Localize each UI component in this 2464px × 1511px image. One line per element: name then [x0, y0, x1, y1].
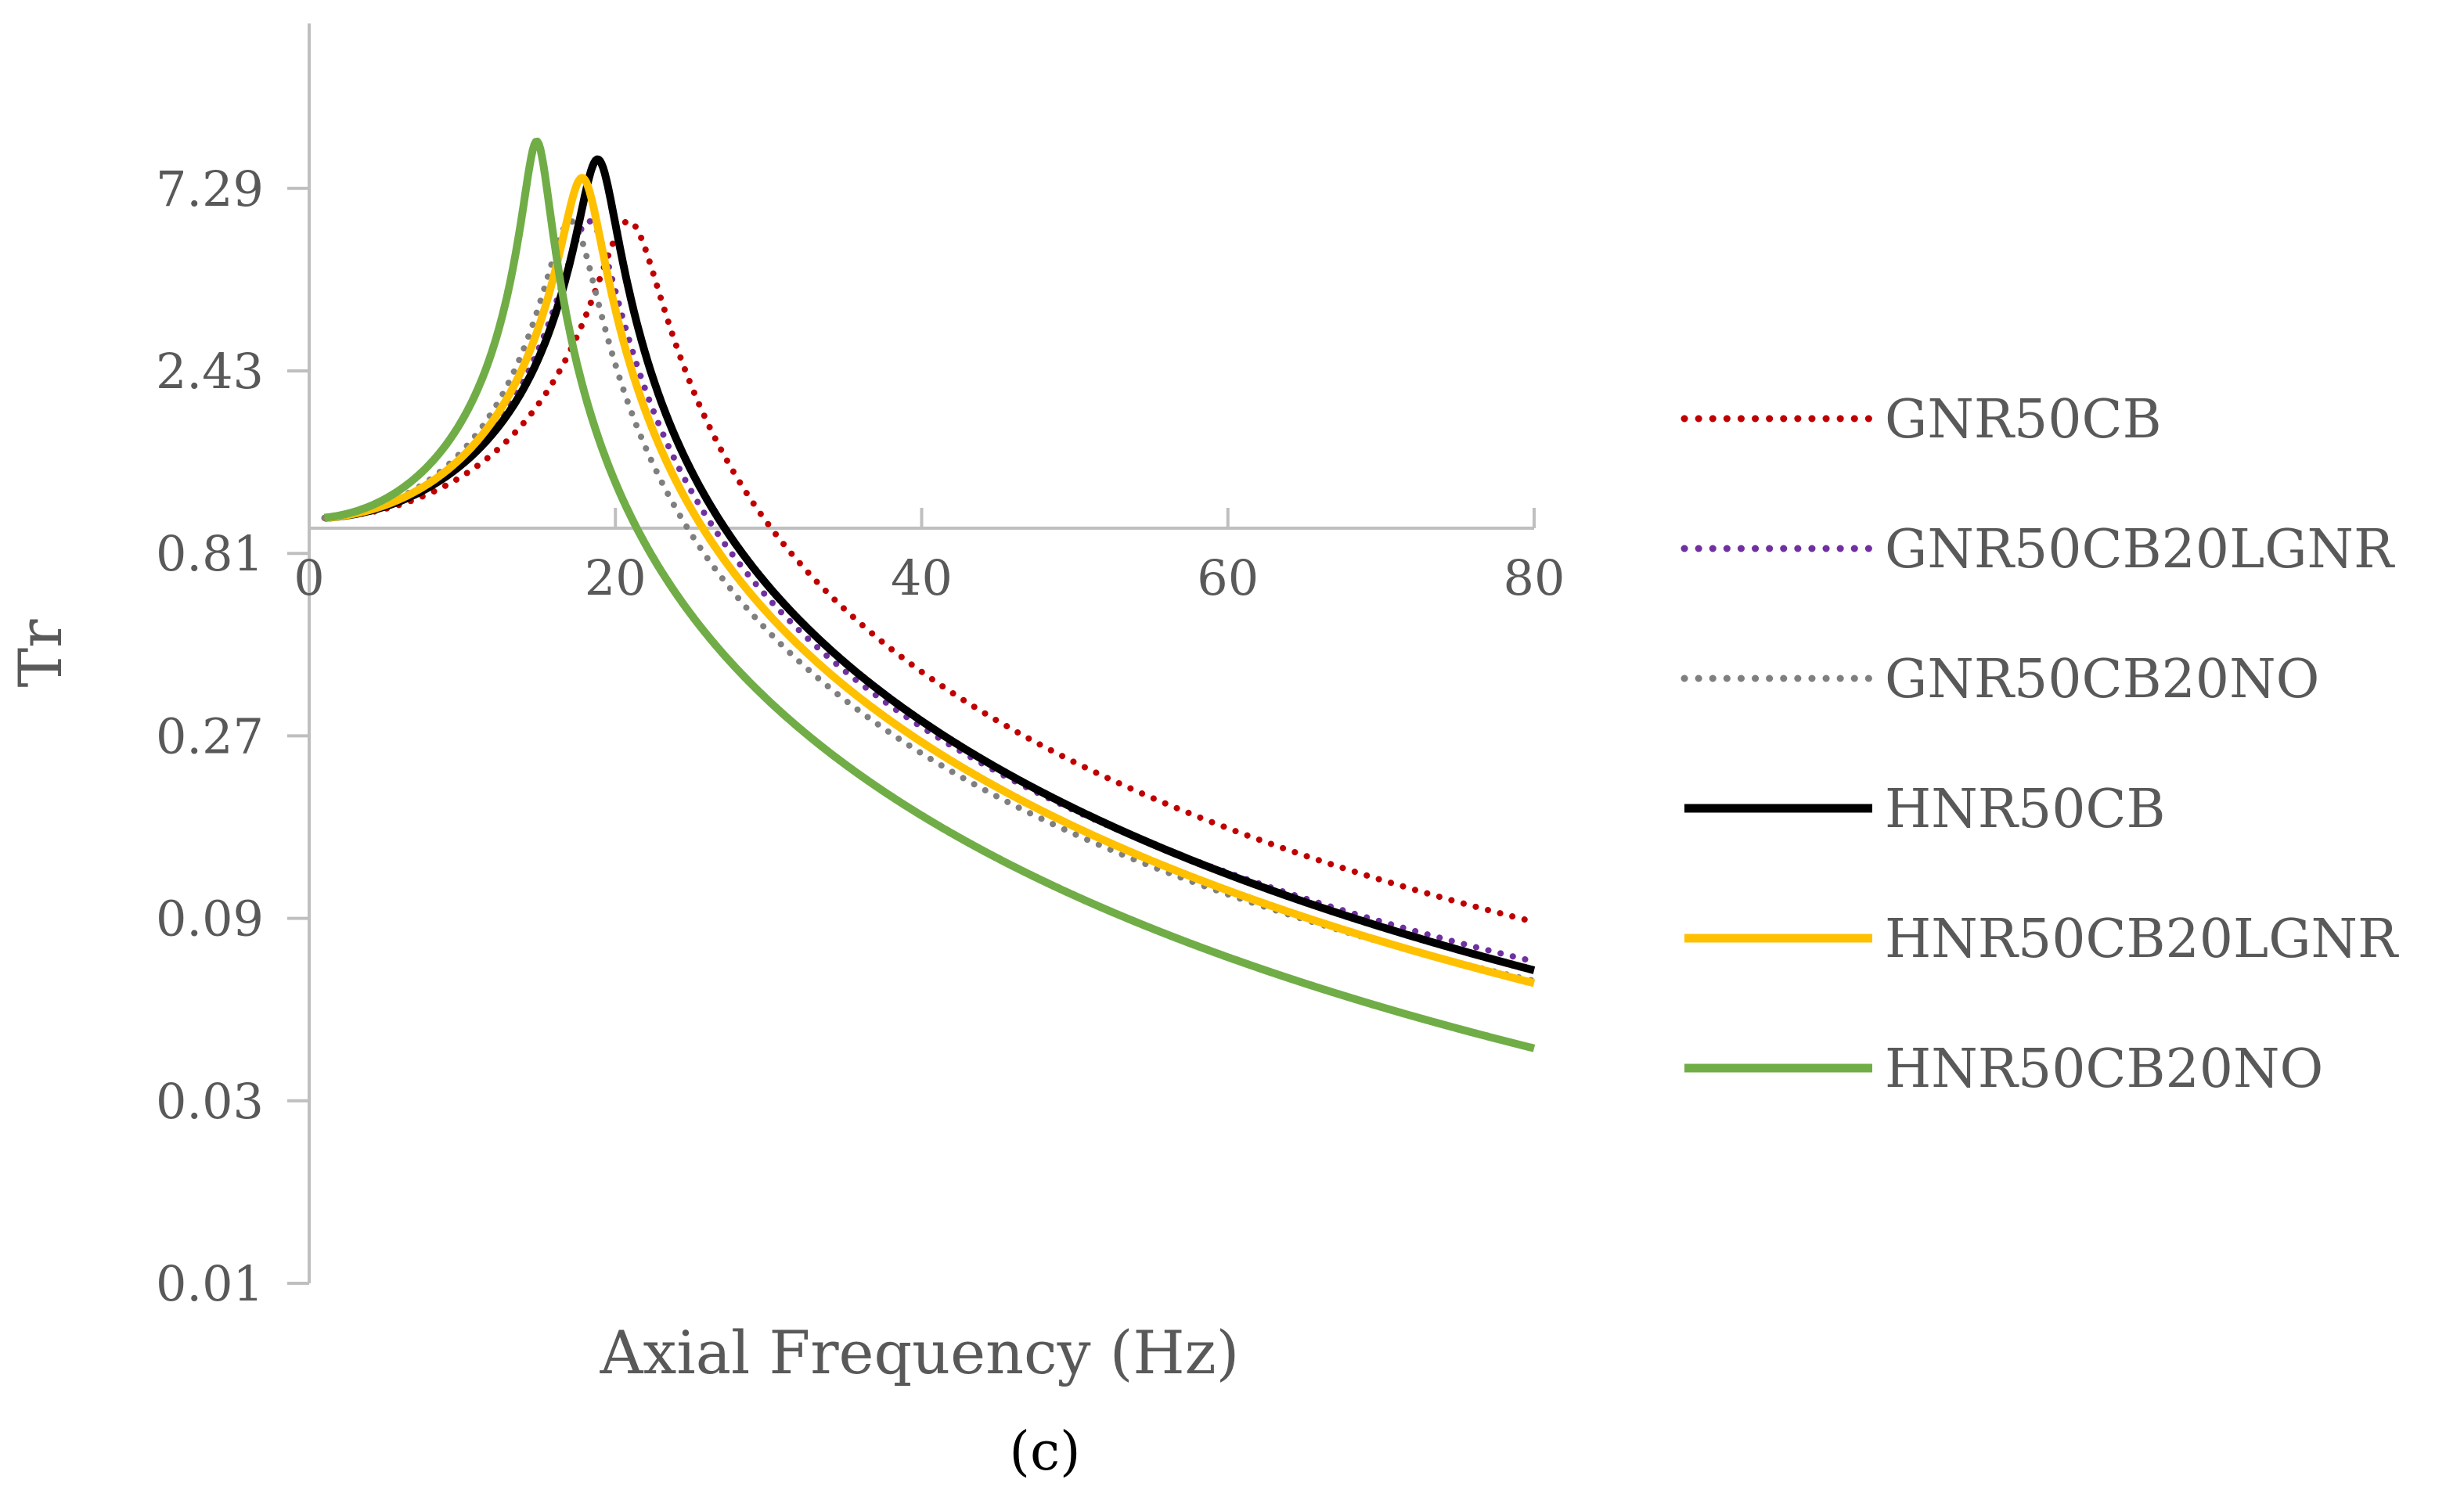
y-tick-label: 7.29: [156, 160, 264, 218]
legend-label: HNR50CB20NO: [1885, 1038, 2323, 1100]
legend: GNR50CB GNR50CB20LGNR GNR50CB20NO HNR50CB HN…: [1680, 389, 2399, 1100]
series-line-hnr50cb20no: [322, 137, 1536, 1052]
y-axis-title: Tr: [5, 619, 75, 688]
x-tick-label: 0: [294, 549, 324, 606]
series-line-hnr50cb: [322, 155, 1536, 974]
y-tick-label: 0.03: [156, 1073, 264, 1130]
legend-label: HNR50CB: [1885, 779, 2166, 840]
x-tick-label: 60: [1197, 549, 1259, 606]
series-line-gnr50cb20no: [321, 218, 1537, 984]
series-line-hnr50cb20lgnr: [322, 174, 1536, 988]
y-tick-label: 0.81: [156, 525, 264, 582]
x-tick-label: 20: [585, 549, 647, 606]
x-axis-title: Axial Frequency (Hz): [600, 1318, 1240, 1387]
y-axis-ticks: 7.29 2.43 0.81 0.27 0.09 0.03 0.01: [156, 160, 309, 1312]
series-line-gnr50cb20lgnr: [321, 218, 1537, 965]
figure-caption: (c): [1009, 1421, 1080, 1483]
plot-area: 7.29 2.43 0.81 0.27 0.09 0.03 0.01 0 20 40 60 80: [156, 23, 1565, 1312]
legend-label: GNR50CB20LGNR: [1885, 519, 2395, 581]
legend-label: HNR50CB20LGNR: [1885, 908, 2399, 970]
x-tick-label: 40: [891, 549, 953, 606]
x-axis-ticks: 0 20 40 60 80: [294, 508, 1565, 606]
y-tick-label: 0.27: [156, 707, 264, 764]
y-tick-label: 2.43: [156, 343, 264, 400]
x-tick-label: 80: [1504, 549, 1565, 606]
legend-label: GNR50CB: [1885, 389, 2162, 451]
legend-label: GNR50CB20NO: [1885, 649, 2319, 711]
y-tick-label: 0.09: [156, 890, 264, 948]
y-tick-label: 0.01: [156, 1255, 264, 1312]
series-line-gnr50cb: [321, 218, 1537, 926]
series-lines: [321, 137, 1537, 1052]
